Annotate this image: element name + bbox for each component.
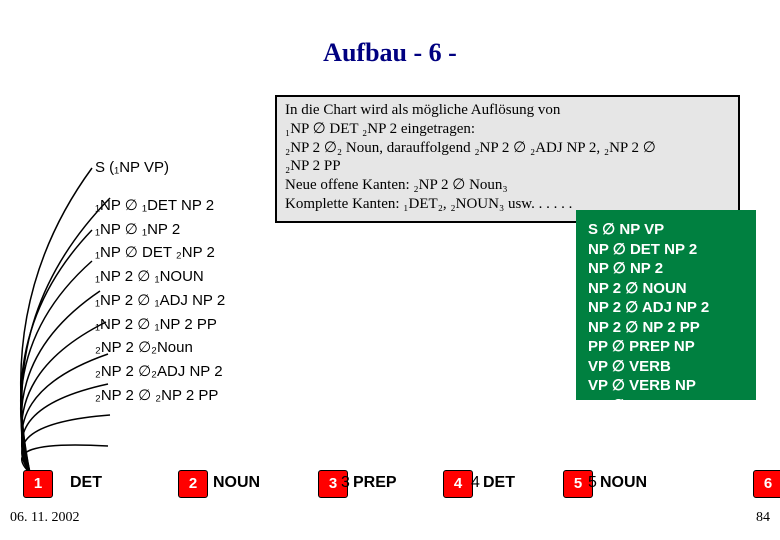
page-title: Aufbau - 6 -	[0, 0, 780, 76]
derivation-line: S (₁NP VP)	[95, 160, 225, 176]
derivation-line: ₁NP 2 ∅ ₁ADJ NP 2	[95, 293, 225, 309]
footer-date: 06. 11. 2002	[10, 510, 79, 526]
derivation-line: ₁NP ∅ ₁NP 2	[95, 222, 225, 238]
explanation-line: ₂NP 2 PP	[285, 157, 730, 176]
chart-token: NOUN	[600, 474, 647, 492]
chart-node: 6	[753, 470, 780, 498]
chart-row: 123456DETNOUN3PREP4DET5NOUN	[8, 470, 772, 510]
grammar-rule: VP ∅ VP PP	[588, 396, 744, 416]
derivation-line: ₂NP 2 ∅₂ADJ NP 2	[95, 364, 225, 380]
chart-token: PREP	[353, 474, 397, 492]
derivation-list: S (₁NP VP) ₁NP ∅ ₁DET NP 2 ₁NP ∅ ₁NP 2 ₁NP …	[95, 160, 225, 412]
grammar-rule: NP 2 ∅ ADJ NP 2	[588, 298, 744, 318]
footer-pagenum: 84	[756, 510, 770, 526]
grammar-rules-box: S ∅ NP VPNP ∅ DET NP 2NP ∅ NP 2NP 2 ∅ NO…	[576, 210, 756, 400]
chart-node: 4	[443, 470, 473, 498]
grammar-rule: NP 2 ∅ NP 2 PP	[588, 318, 744, 338]
chart-token: NOUN	[213, 474, 260, 492]
grammar-rule: VP ∅ VERB NP	[588, 376, 744, 396]
derivation-line: ₁NP ∅ ₁DET NP 2	[95, 198, 225, 214]
grammar-rule: S ∅ NP VP	[588, 220, 744, 240]
derivation-line: ₂NP 2 ∅₂Noun	[95, 340, 225, 356]
chart-node: 1	[23, 470, 53, 498]
grammar-rule: NP ∅ DET NP 2	[588, 240, 744, 260]
token-index: 5	[588, 474, 597, 492]
token-index: 4	[471, 474, 480, 492]
grammar-rule: NP 2 ∅ NOUN	[588, 279, 744, 299]
explanation-line: ₂NP 2 ∅₂ Noun, darauffolgend ₂NP 2 ∅ ₂AD…	[285, 139, 730, 158]
derivation-line: ₁NP ∅ DET ₂NP 2	[95, 245, 225, 261]
explanation-line: ₁NP ∅ DET ₂NP 2 eingetragen:	[285, 120, 730, 139]
grammar-rule: VP ∅ VERB	[588, 357, 744, 377]
derivation-line: ₁NP 2 ∅ ₁NP 2 PP	[95, 317, 225, 333]
derivation-line: ₂NP 2 ∅ ₂NP 2 PP	[95, 388, 225, 404]
token-index: 3	[341, 474, 350, 492]
explanation-line: In die Chart wird als mögliche Auflösung…	[285, 101, 730, 120]
chart-token: DET	[483, 474, 515, 492]
chart-token: DET	[70, 474, 102, 492]
chart-node: 2	[178, 470, 208, 498]
explanation-box: In die Chart wird als mögliche Auflösung…	[275, 95, 740, 223]
grammar-rule: PP ∅ PREP NP	[588, 337, 744, 357]
explanation-line: Neue offene Kanten: ₂NP 2 ∅ Noun₃	[285, 176, 730, 195]
grammar-rule: NP ∅ NP 2	[588, 259, 744, 279]
derivation-line: ₁NP 2 ∅ ₁NOUN	[95, 269, 225, 285]
